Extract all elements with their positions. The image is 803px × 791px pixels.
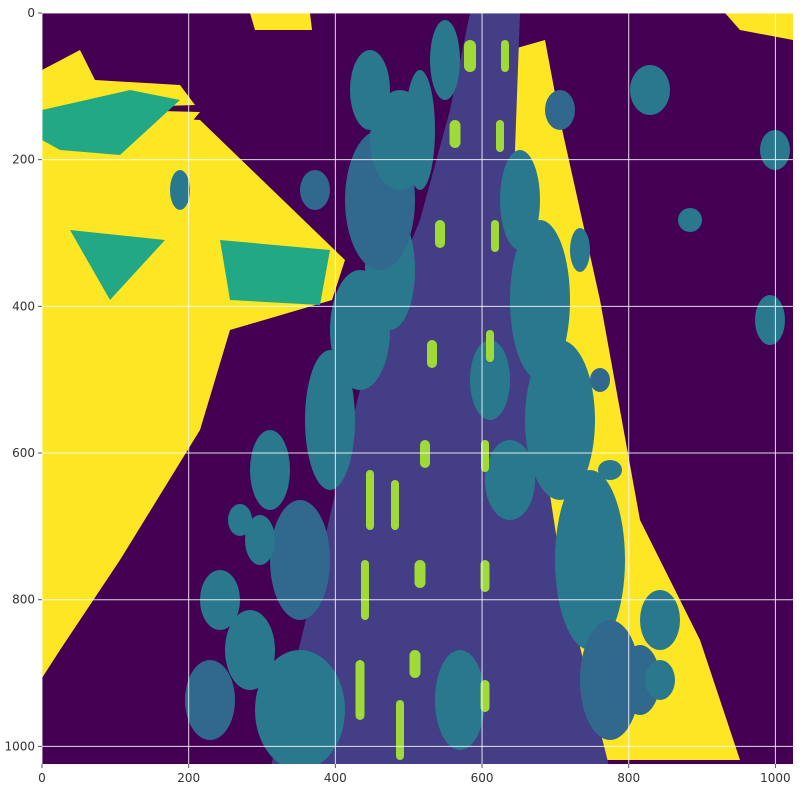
object-blob	[510, 220, 570, 380]
object-blob	[500, 150, 540, 250]
object-blob	[170, 170, 190, 210]
object-blob	[255, 650, 345, 764]
object-blob	[405, 70, 435, 190]
lane-marking	[366, 470, 374, 530]
lane-marking	[480, 560, 490, 592]
object-blob	[350, 50, 390, 130]
lane-marking	[420, 440, 430, 468]
x-tick-label: 400	[324, 771, 347, 785]
object-blob	[525, 340, 595, 500]
y-axis: 0 200 400 600 800 1000	[4, 6, 42, 753]
object-blob	[620, 645, 660, 715]
object-blob	[470, 340, 510, 420]
grid-lines	[41, 12, 793, 764]
object-blob	[755, 295, 785, 345]
lane-marking	[409, 650, 421, 678]
object-blob	[185, 660, 235, 740]
object-blob	[555, 470, 625, 650]
object-blob	[245, 515, 275, 565]
x-tick-label: 600	[471, 771, 494, 785]
y-tick-label: 1000	[4, 739, 35, 753]
lane-marking	[480, 680, 490, 712]
object-blobs	[170, 20, 790, 764]
object-blob	[545, 90, 575, 130]
road-region	[271, 13, 609, 764]
object-blob	[270, 500, 330, 620]
object-blob	[630, 65, 670, 115]
object-blob	[678, 208, 702, 232]
y-tick-label: 400	[12, 299, 35, 313]
object-blob	[590, 368, 610, 392]
lane-marking	[464, 40, 476, 72]
x-tick-label: 800	[617, 771, 640, 785]
object-blob	[300, 170, 330, 210]
object-blob	[598, 460, 622, 480]
lane-marking	[481, 440, 489, 472]
lane-marking	[355, 660, 365, 720]
lane-marking	[491, 220, 499, 252]
y-tick-label: 600	[12, 446, 35, 460]
lane-marking	[501, 40, 509, 72]
lane-marking	[396, 700, 404, 760]
lane-markings	[355, 40, 509, 760]
segmentation-image	[42, 13, 793, 764]
object-blob	[645, 660, 675, 700]
y-tick-label: 200	[12, 153, 35, 167]
y-tick-label: 800	[12, 593, 35, 607]
object-blob	[485, 440, 535, 520]
object-blob	[640, 590, 680, 650]
object-blob	[228, 504, 252, 536]
object-blob	[430, 20, 460, 100]
object-blob	[580, 620, 640, 740]
lane-marking	[435, 220, 445, 248]
object-blob	[225, 610, 275, 690]
x-tick-label: 1000	[760, 771, 791, 785]
lane-marking	[449, 120, 461, 148]
lane-marking	[427, 340, 437, 368]
x-tick-label: 200	[177, 771, 200, 785]
building-regions	[42, 90, 330, 305]
lane-marking	[361, 560, 369, 620]
y-tick-label: 0	[27, 6, 35, 20]
lane-marking	[486, 330, 494, 362]
object-blob	[435, 650, 485, 750]
object-blob	[250, 430, 290, 510]
x-axis: 0 200 400 600 800 1000	[38, 764, 791, 785]
x-tick-label: 0	[38, 771, 46, 785]
lane-marking	[496, 120, 504, 152]
object-blob	[305, 350, 355, 490]
object-blob	[570, 228, 590, 272]
lane-marking	[414, 560, 426, 588]
lane-marking	[391, 480, 399, 530]
